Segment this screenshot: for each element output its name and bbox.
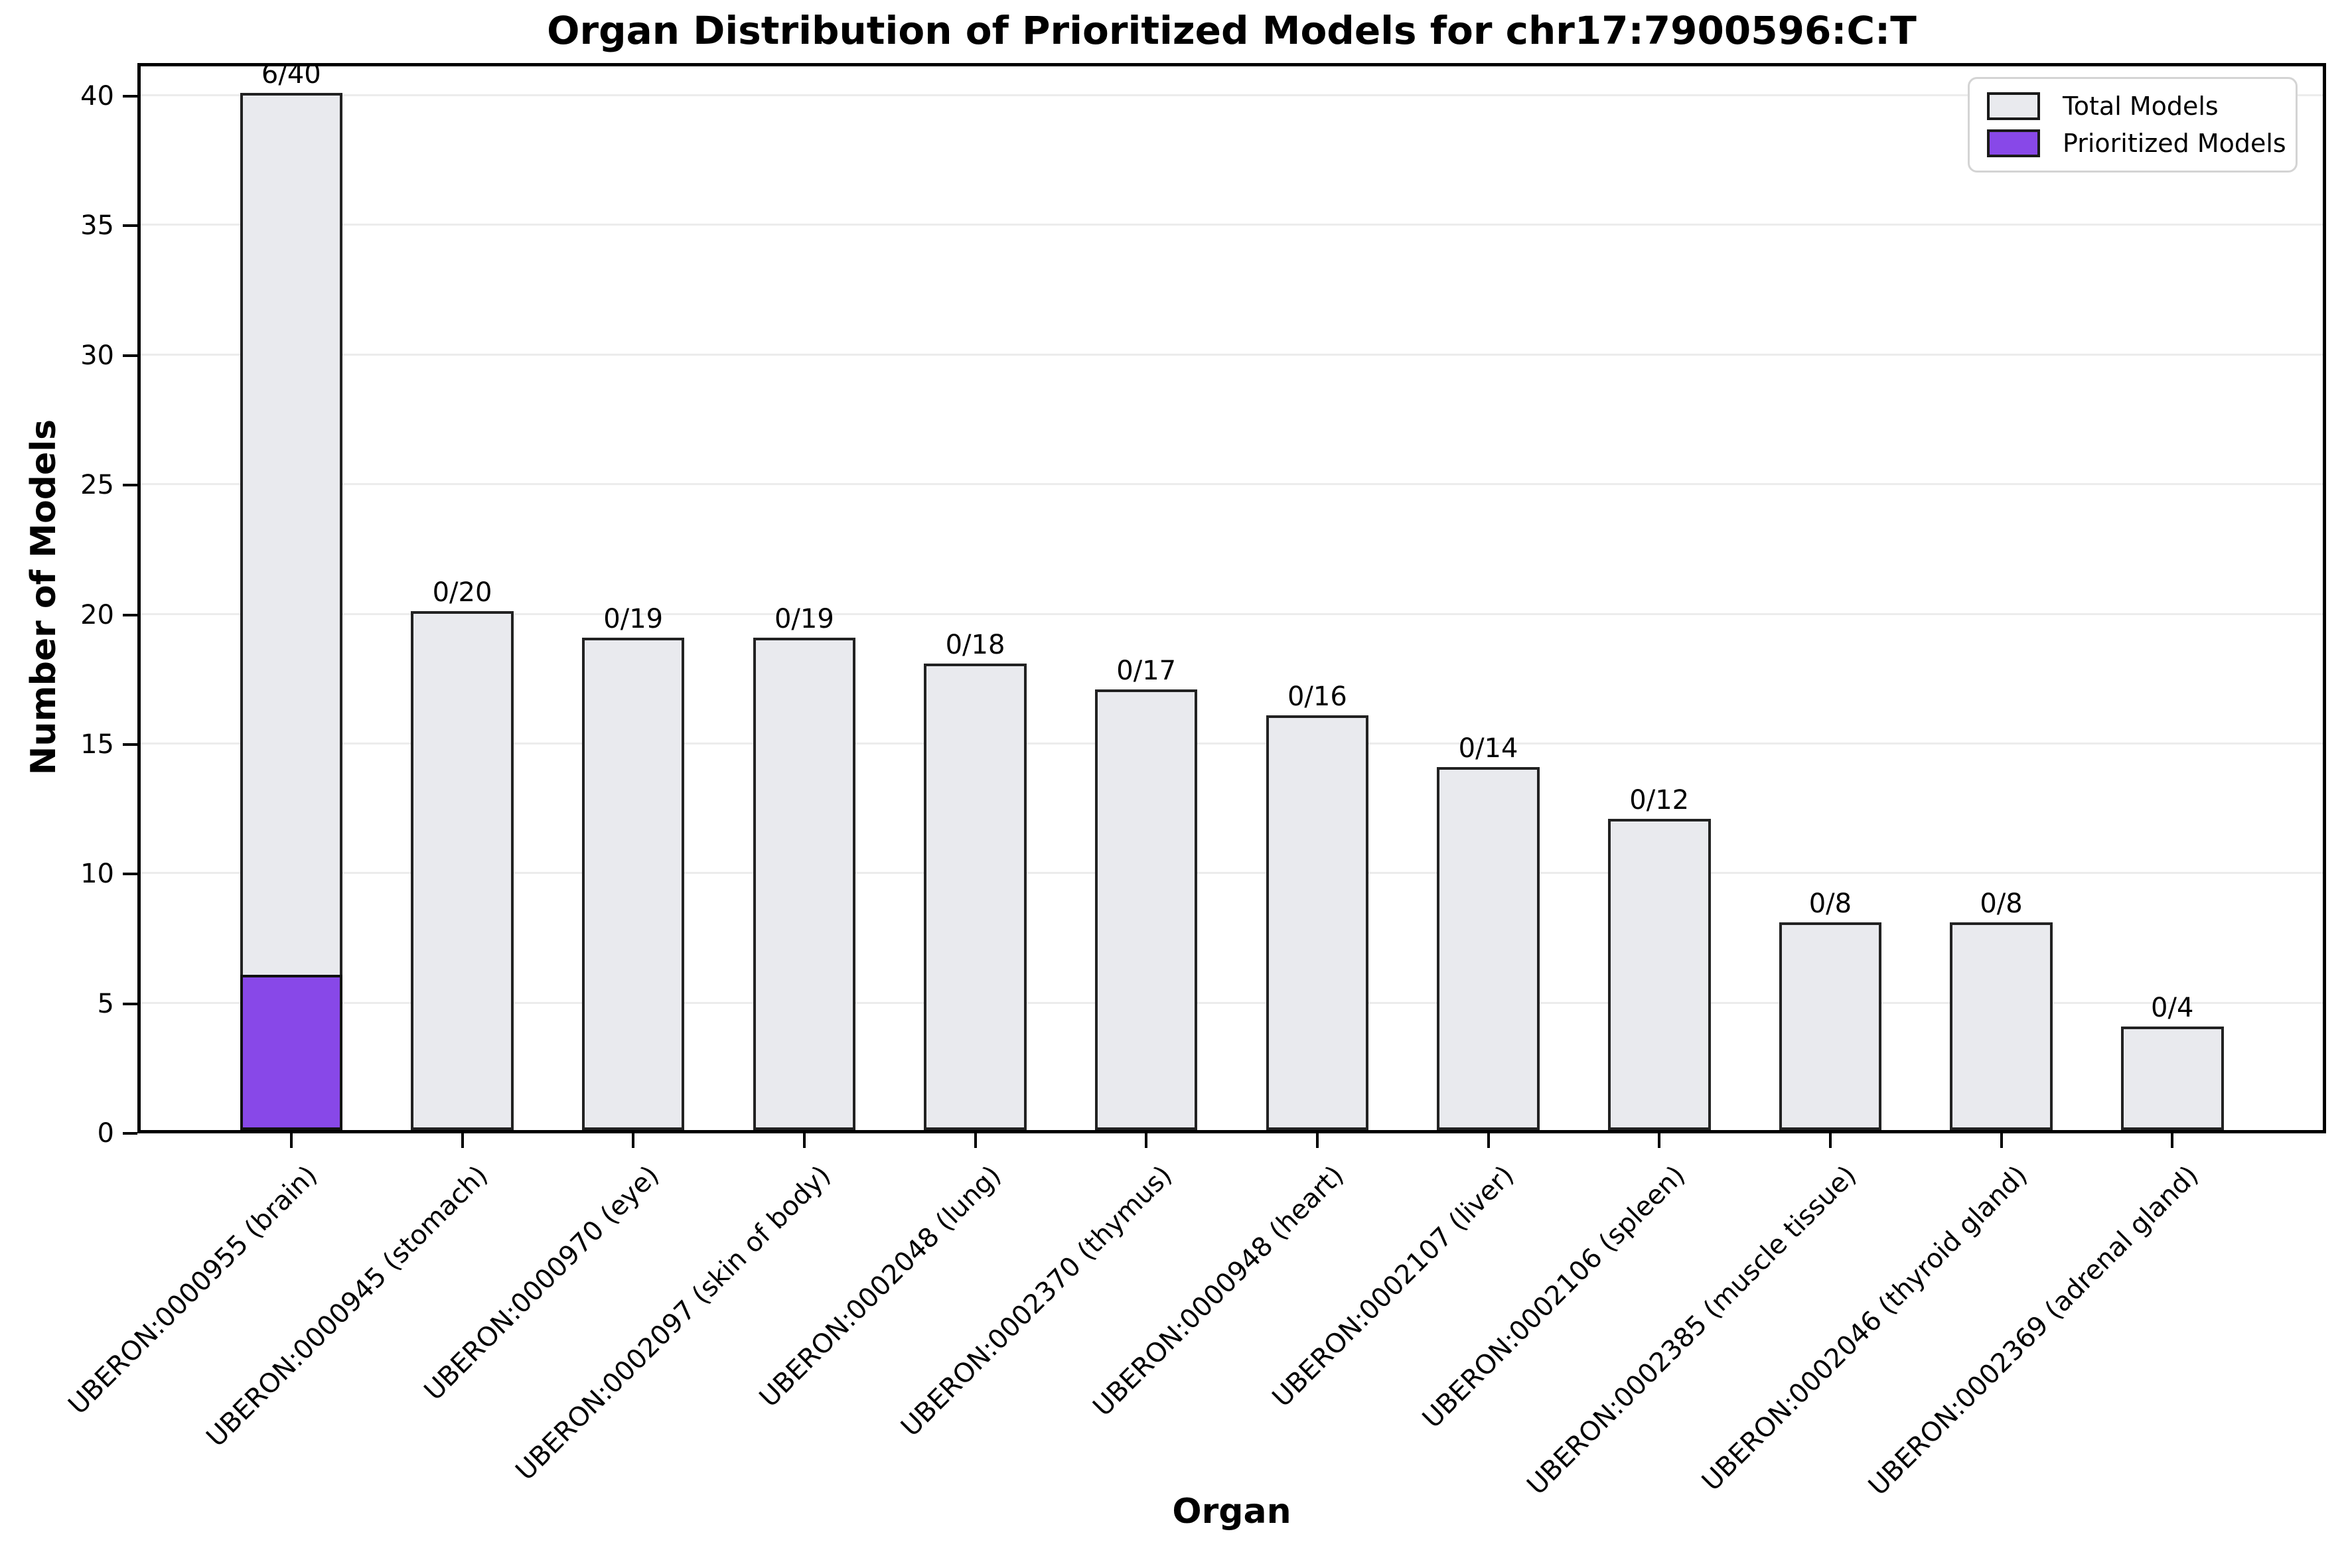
x-tick-mark xyxy=(974,1133,977,1148)
bar-group-5: 0/17 xyxy=(1061,66,1232,1130)
total-bar xyxy=(1607,819,1711,1130)
x-tick-mark xyxy=(1145,1133,1147,1148)
bar-group-10: 0/8 xyxy=(1916,66,2087,1130)
legend-label-prioritized: Prioritized Models xyxy=(2063,129,2286,159)
gridline-y35 xyxy=(141,224,2323,226)
x-tick-label: UBERON:0002370 (thymus) xyxy=(895,1160,1179,1443)
x-tick-label: UBERON:0002097 (skin of body) xyxy=(510,1160,837,1487)
y-tick-mark xyxy=(123,1132,137,1135)
plot-area: 6/40 0/20 0/19 0/19 0/18 0/17 0/16 0/14 0/12 0/8 0… xyxy=(137,60,2326,1133)
bar-value-label: 0/8 xyxy=(1808,889,1852,919)
y-tick-mark xyxy=(123,1003,137,1005)
x-tick-label: UBERON:0002046 (thyroid gland) xyxy=(1696,1160,2033,1498)
x-tick-label: UBERON:0000945 (stomach) xyxy=(200,1160,494,1453)
bar-value-label: 0/19 xyxy=(603,604,664,634)
y-tick-mark xyxy=(123,224,137,227)
bar-value-label: 0/12 xyxy=(1629,785,1690,816)
bar-group-3: 0/19 xyxy=(719,66,890,1130)
gridline-y15 xyxy=(141,742,2323,745)
x-tick-mark xyxy=(1658,1133,1660,1148)
bar-group-11: 0/4 xyxy=(2087,66,2258,1130)
y-tick-label: 0 xyxy=(97,1118,114,1149)
x-tick-mark xyxy=(632,1133,634,1148)
total-bar xyxy=(411,611,514,1130)
y-tick-mark xyxy=(123,354,137,357)
x-tick-mark xyxy=(803,1133,806,1148)
y-tick-mark xyxy=(123,614,137,616)
bar-group-1: 0/20 xyxy=(377,66,548,1130)
y-tick-label: 20 xyxy=(80,600,114,630)
bar-value-label: 0/8 xyxy=(1980,889,2023,919)
bar-group-8: 0/12 xyxy=(1574,66,1745,1130)
total-bar xyxy=(1950,922,2053,1130)
total-bar xyxy=(1266,715,1369,1130)
gridline-y5 xyxy=(141,1001,2323,1004)
prioritized-bar xyxy=(240,975,343,1130)
bar-value-label: 0/18 xyxy=(945,630,1005,660)
bar-value-label: 0/4 xyxy=(2151,993,2194,1023)
total-bar xyxy=(1094,689,1198,1130)
bar-group-2: 0/19 xyxy=(548,66,719,1130)
total-bar xyxy=(581,638,685,1130)
bar-value-label: 0/19 xyxy=(774,604,834,634)
y-tick-label: 10 xyxy=(80,859,114,889)
bar-value-label: 0/16 xyxy=(1287,681,1347,712)
x-tick-mark xyxy=(461,1133,464,1148)
x-tick-mark xyxy=(1316,1133,1319,1148)
legend-label-total: Total Models xyxy=(2063,91,2219,121)
legend: Total Models Prioritized Models xyxy=(1968,77,2298,173)
x-tick-mark xyxy=(290,1133,293,1148)
gridline-y40 xyxy=(141,94,2323,96)
prioritized-models-swatch-icon xyxy=(1987,129,2040,158)
total-bar xyxy=(240,93,343,1130)
gridline-y30 xyxy=(141,353,2323,356)
y-tick-label: 5 xyxy=(97,989,114,1019)
bar-value-label: 6/40 xyxy=(261,59,321,90)
bar-group-9: 0/8 xyxy=(1745,66,1916,1130)
x-tick-label: UBERON:0002369 (adrenal gland) xyxy=(1862,1160,2205,1502)
y-tick-mark xyxy=(123,484,137,486)
bar-group-4: 0/18 xyxy=(890,66,1061,1130)
x-tick-mark xyxy=(2000,1133,2003,1148)
chart-title: Organ Distribution of Prioritized Models… xyxy=(547,8,1917,53)
bar-group-6: 0/16 xyxy=(1232,66,1403,1130)
y-tick-label: 25 xyxy=(80,470,114,500)
total-bar xyxy=(753,638,856,1130)
y-tick-label: 35 xyxy=(80,210,114,241)
y-tick-mark xyxy=(123,95,137,98)
bar-group-7: 0/14 xyxy=(1403,66,1574,1130)
gridline-y25 xyxy=(141,483,2323,486)
gridline-y10 xyxy=(141,872,2323,875)
x-tick-mark xyxy=(2171,1133,2173,1148)
y-tick-mark xyxy=(123,873,137,875)
x-tick-mark xyxy=(1487,1133,1490,1148)
x-axis-title: Organ xyxy=(1172,1492,1291,1532)
total-bar xyxy=(2120,1027,2224,1130)
legend-entry-prioritized: Prioritized Models xyxy=(1970,129,2296,158)
x-tick-label: UBERON:0002385 (muscle tissue) xyxy=(1521,1160,1863,1501)
bar-group-0: 6/40 xyxy=(206,60,377,1130)
bar-value-label: 0/20 xyxy=(432,577,492,608)
y-tick-mark xyxy=(123,743,137,746)
y-tick-label: 30 xyxy=(80,340,114,371)
x-tick-mark xyxy=(1829,1133,1832,1148)
bar-value-label: 0/14 xyxy=(1458,733,1518,764)
bars-layer: 6/40 0/20 0/19 0/19 0/18 0/17 0/16 0/14 0/12 0/8 0… xyxy=(206,60,2258,1130)
gridline-y20 xyxy=(141,612,2323,615)
total-bar xyxy=(924,664,1027,1130)
y-tick-label: 15 xyxy=(80,729,114,760)
legend-entry-total: Total Models xyxy=(1970,92,2296,121)
total-bar xyxy=(1779,922,1882,1130)
total-bar xyxy=(1437,767,1540,1130)
total-models-swatch-icon xyxy=(1987,92,2040,120)
y-tick-label: 40 xyxy=(80,81,114,111)
bar-value-label: 0/17 xyxy=(1116,656,1177,686)
